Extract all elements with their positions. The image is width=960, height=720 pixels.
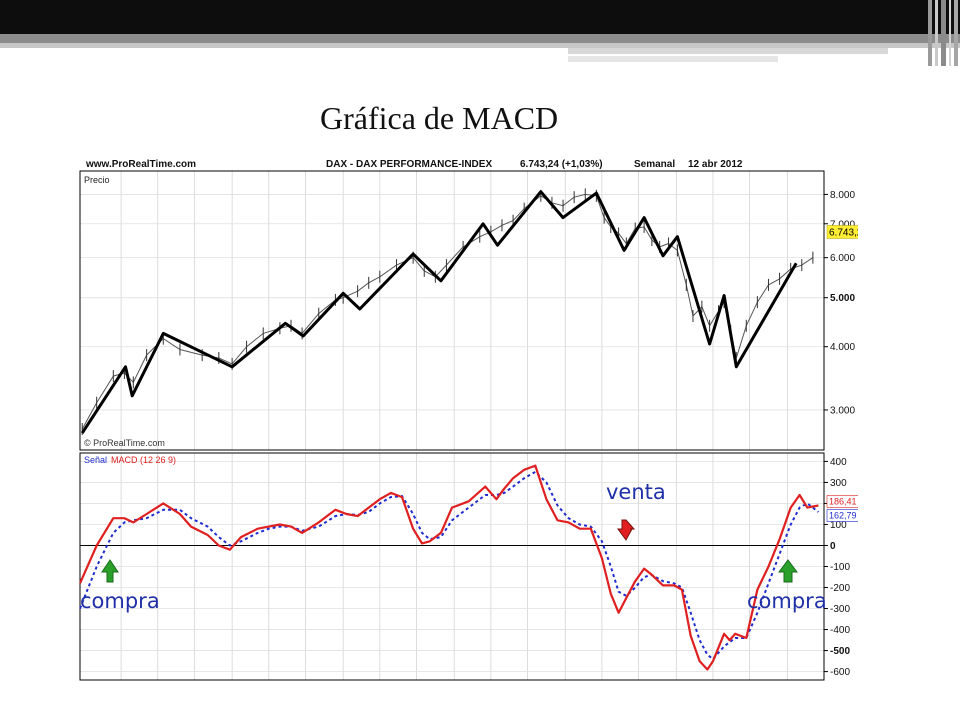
last-macd-markers: 186,41 162,79	[826, 495, 858, 522]
macd-legend-signal: Señal	[84, 455, 107, 465]
chart-source: www.ProRealTime.com	[85, 159, 196, 170]
header-band-accent	[568, 48, 888, 54]
annotation-buy-left: compra	[80, 589, 160, 613]
chart-background	[78, 152, 858, 684]
price-panel-frame	[79, 170, 825, 451]
last-price-box	[826, 225, 858, 239]
macd-tick-label: 0	[830, 541, 836, 552]
macd-tick-label: -500	[830, 646, 850, 657]
last-macd-box	[826, 495, 858, 508]
macd-legend-macd: MACD (12 26 9)	[111, 455, 176, 465]
macd-chart: www.ProRealTime.com DAX - DAX PERFORMANC…	[78, 152, 858, 684]
price-zigzag-line	[80, 190, 798, 434]
chart-watermark: © ProRealTime.com	[84, 438, 165, 448]
macd-tick-label: -300	[830, 604, 850, 615]
price-tick-label: 3.000	[830, 405, 855, 416]
chart-period: Semanal	[634, 159, 675, 170]
price-axis: 3.000 4.000 5.000 6.000 7.000 8.000	[824, 190, 855, 416]
chart-quote: 6.743,24 (+1,03%)	[520, 159, 603, 170]
macd-tick-label: -400	[830, 625, 850, 636]
price-tick-label: 7.000	[830, 219, 855, 230]
slide-title: Gráfica de MACD	[320, 100, 559, 136]
last-signal-label: 162,79	[829, 511, 857, 521]
price-tick-label: 5.000	[830, 293, 855, 304]
macd-tick-label: -100	[830, 562, 850, 573]
header-band-accent-2	[568, 56, 778, 62]
chart-instrument: DAX - DAX PERFORMANCE-INDEX	[326, 159, 492, 170]
header-band-light	[0, 43, 960, 48]
price-tick-label: 8.000	[830, 190, 855, 201]
price-tick-label: 4.000	[830, 342, 855, 353]
top-bar	[0, 0, 960, 34]
macd-tick-label: -200	[830, 583, 850, 594]
macd-tick-label: -600	[830, 667, 850, 678]
macd-axis: 4003002001000-100-200-300-400-500-600	[824, 457, 850, 678]
annotation-sell: venta	[606, 480, 666, 504]
last-price-marker: 6.743,24	[826, 225, 858, 239]
annotation-buy-right: compra	[747, 589, 827, 613]
macd-tick-label: 400	[830, 457, 847, 468]
buy-arrow-right-icon	[778, 559, 798, 583]
macd-line	[78, 464, 819, 671]
last-signal-box	[826, 509, 858, 522]
last-macd-label: 186,41	[829, 497, 857, 507]
buy-arrow-left-icon	[101, 559, 119, 583]
corner-stripes	[928, 0, 960, 66]
buy-arrow-right	[778, 559, 798, 583]
price-panel-label: Precio	[84, 175, 110, 185]
chart-date: 12 abr 2012	[688, 159, 743, 170]
macd-tick-label: 300	[830, 478, 847, 489]
macd-grid	[80, 453, 824, 680]
last-price-label: 6.743,24	[829, 228, 858, 239]
macd-tick-label: 100	[830, 520, 847, 531]
price-tick-label: 6.000	[830, 253, 855, 264]
buy-arrow-left	[101, 559, 119, 583]
header-band	[0, 34, 960, 43]
sell-arrow-icon	[617, 519, 636, 541]
sell-arrow	[617, 519, 636, 541]
weekly-close-line	[81, 193, 814, 430]
